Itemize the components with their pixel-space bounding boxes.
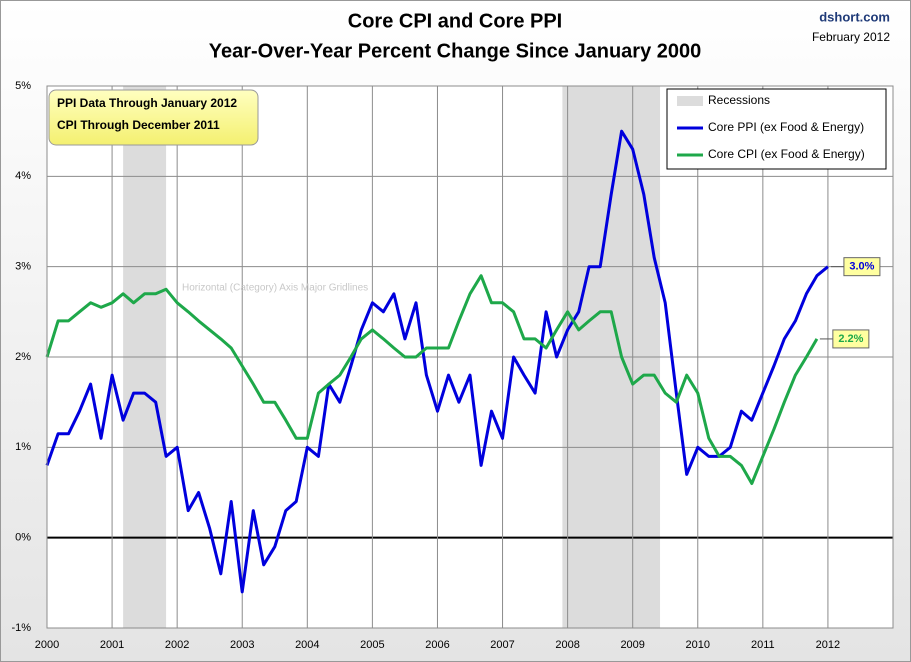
- chart-title: Core CPI and Core PPI: [348, 10, 563, 32]
- chart-subtitle: Year-Over-Year Percent Change Since Janu…: [209, 40, 702, 62]
- legend-label: Core CPI (ex Food & Energy): [708, 147, 865, 161]
- y-tick-label: 5%: [15, 80, 31, 92]
- x-tick-label: 2005: [360, 639, 384, 651]
- date: February 2012: [812, 30, 890, 44]
- value-label-box: [832, 329, 870, 349]
- value-label: 2.2%: [838, 333, 863, 345]
- legend-label: Recessions: [708, 93, 770, 107]
- value-label-box: [843, 257, 881, 277]
- x-tick-label: 2001: [100, 639, 124, 651]
- annotation: PPI Data Through January 2012: [57, 96, 237, 110]
- legend-box: [666, 88, 887, 170]
- series-line: [45, 129, 829, 594]
- x-tick-label: 2011: [751, 639, 775, 651]
- y-tick-label: 1%: [15, 441, 31, 453]
- x-tick-label: 2002: [165, 639, 189, 651]
- y-tick-label: 2%: [15, 351, 31, 363]
- x-tick-label: 2000: [35, 639, 59, 651]
- x-tick-label: 2010: [686, 639, 710, 651]
- plot-border: [46, 85, 894, 629]
- x-tick-label: 2009: [620, 639, 644, 651]
- legend-label: Core PPI (ex Food & Energy): [708, 120, 864, 134]
- x-tick-label: 2003: [230, 639, 254, 651]
- y-tick-label: -1%: [11, 622, 31, 634]
- ghost-label: Horizontal (Category) Axis Major Gridlin…: [182, 283, 368, 294]
- x-tick-label: 2012: [816, 639, 840, 651]
- legend-swatch: [677, 96, 703, 106]
- x-tick-label: 2004: [295, 639, 319, 651]
- y-tick-label: 4%: [15, 170, 31, 182]
- y-tick-label: 0%: [15, 532, 31, 544]
- annotation-box: [48, 89, 259, 146]
- series-line: [45, 274, 819, 485]
- x-tick-label: 2008: [555, 639, 579, 651]
- x-tick-label: 2007: [490, 639, 514, 651]
- value-label: 3.0%: [849, 261, 874, 273]
- y-tick-label: 3%: [15, 261, 31, 273]
- source: dshort.com: [819, 9, 890, 24]
- annotation: CPI Through December 2011: [57, 118, 220, 132]
- x-tick-label: 2006: [425, 639, 449, 651]
